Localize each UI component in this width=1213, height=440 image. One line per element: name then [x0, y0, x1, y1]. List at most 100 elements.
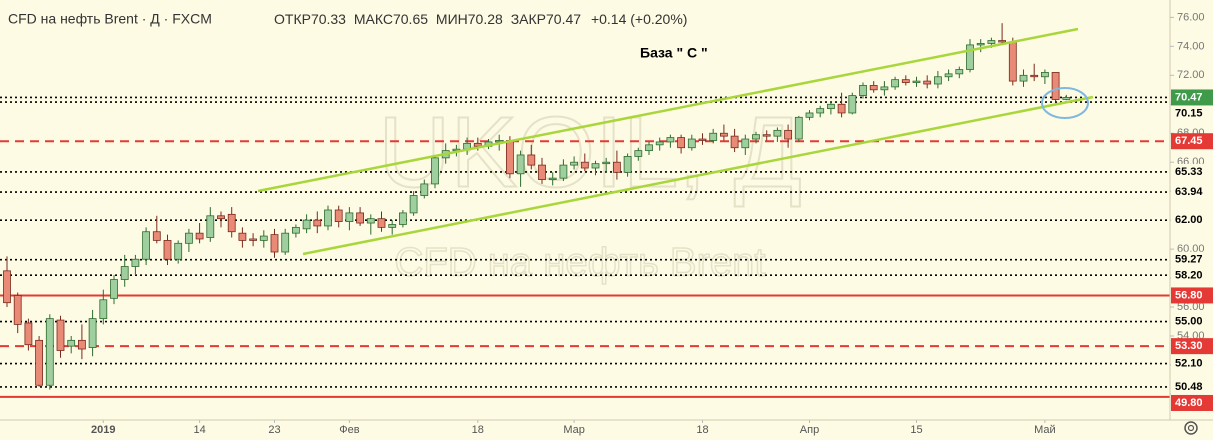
annotation: База " С "	[640, 45, 708, 61]
candle-body	[366, 218, 375, 224]
candle-body	[345, 212, 354, 222]
level-label-bg	[1171, 394, 1213, 411]
symbol-title: CFD на нефть Brent · Д · FXCM	[8, 11, 212, 27]
x-tick-label: 2019	[91, 424, 115, 436]
candle-body	[634, 150, 643, 157]
candle-body	[99, 299, 108, 320]
candle-body	[56, 319, 65, 351]
candle-body	[238, 232, 247, 241]
y-tick-label: 74.00	[1177, 40, 1205, 52]
candle-body	[548, 177, 557, 180]
high-value: 70.65	[393, 11, 428, 27]
candle-body	[1019, 74, 1028, 82]
candle-body	[559, 164, 568, 179]
ohlc-legend: ОТКР70.33 МАКС70.65 МИН70.28 ЗАКР70.47 +…	[274, 11, 687, 27]
candle-body	[923, 80, 932, 85]
candle-body	[837, 103, 846, 114]
candle-body	[976, 43, 985, 46]
candle-body	[1051, 72, 1060, 100]
candle-body	[570, 161, 578, 166]
candle-body	[35, 339, 43, 386]
trend-line-upper	[257, 27, 1079, 193]
candle-body	[827, 103, 835, 110]
level-label-bg	[1171, 355, 1213, 372]
watermark-description: CFD на нефть Brent	[394, 241, 765, 285]
candle-body	[955, 69, 964, 75]
candle-body	[613, 161, 621, 173]
candle-body	[1008, 41, 1017, 82]
candle-body	[334, 209, 343, 222]
level-label: 63.94	[1175, 186, 1203, 198]
gear-hub	[1187, 424, 1195, 432]
candle-body	[142, 231, 151, 260]
candle-body	[195, 232, 204, 240]
candle-body	[527, 154, 536, 166]
x-tick-label: 23	[268, 424, 280, 436]
candle-body	[602, 161, 611, 165]
candle-body	[174, 242, 183, 260]
candle-body	[784, 129, 792, 140]
level-label-bg	[1171, 184, 1213, 201]
candles	[3, 23, 1071, 390]
candle-body	[645, 144, 653, 152]
candle-body	[3, 270, 11, 304]
candle-body	[1030, 74, 1039, 78]
candle-body	[131, 258, 140, 267]
level-label-bg	[1171, 338, 1213, 355]
level-label-bg	[1171, 89, 1213, 106]
candle-body	[805, 112, 814, 118]
candle-body	[431, 157, 439, 185]
candle-body	[666, 137, 675, 143]
level-label: 55.00	[1175, 315, 1203, 327]
candle-body	[538, 164, 546, 180]
candle-body	[473, 142, 482, 147]
candle-body	[495, 140, 504, 143]
candle-body	[912, 80, 921, 83]
low-label: МИН	[436, 11, 468, 27]
candle-body	[655, 141, 664, 146]
trend-line-lower	[302, 95, 1094, 256]
candle-body	[773, 129, 782, 137]
gear-ring	[1184, 421, 1198, 435]
candle-body	[709, 132, 718, 141]
level-label: 59.27	[1175, 254, 1203, 266]
candle-body	[880, 86, 889, 91]
level-label-bg	[1171, 212, 1213, 229]
candle-body	[163, 240, 172, 260]
candle-body	[944, 73, 953, 78]
level-label-bg	[1171, 313, 1213, 330]
candle-body	[152, 231, 161, 241]
close-label: ЗАКР	[511, 11, 546, 27]
candle-body	[987, 40, 996, 44]
candle-body	[398, 212, 407, 225]
settings-icon[interactable]	[1184, 421, 1198, 435]
candle-body	[377, 218, 386, 228]
candle-body	[259, 235, 268, 241]
candle-body	[752, 134, 760, 140]
candle-body	[356, 212, 365, 224]
candle-body	[816, 108, 825, 114]
open-label: ОТКР	[274, 11, 311, 27]
candle-body	[110, 279, 118, 299]
price-axis: 50.0052.0054.0056.0058.0060.0062.0064.00…	[1170, 11, 1213, 411]
candle-body	[324, 209, 332, 227]
level-label-bg	[1171, 287, 1213, 304]
watermark: UKOIL, Д CFD на нефть Brent	[377, 95, 802, 285]
candle-body	[505, 140, 514, 175]
level-label: 58.20	[1175, 270, 1203, 282]
level-label: 67.45	[1175, 135, 1203, 147]
candle-body	[698, 138, 707, 141]
candle-body	[901, 79, 910, 83]
change: +0.14 (+0.20%)	[591, 11, 688, 27]
candle-body	[249, 238, 258, 241]
candle-body	[388, 224, 397, 228]
level-label: 53.30	[1175, 340, 1203, 352]
candle-body	[891, 79, 899, 88]
low-value: 70.28	[468, 11, 503, 27]
y-tick-label: 76.00	[1177, 11, 1205, 23]
candle-body	[1062, 97, 1071, 100]
open-value: 70.33	[311, 11, 346, 27]
level-label-bg	[1171, 133, 1213, 150]
x-tick-label: 18	[696, 424, 708, 436]
